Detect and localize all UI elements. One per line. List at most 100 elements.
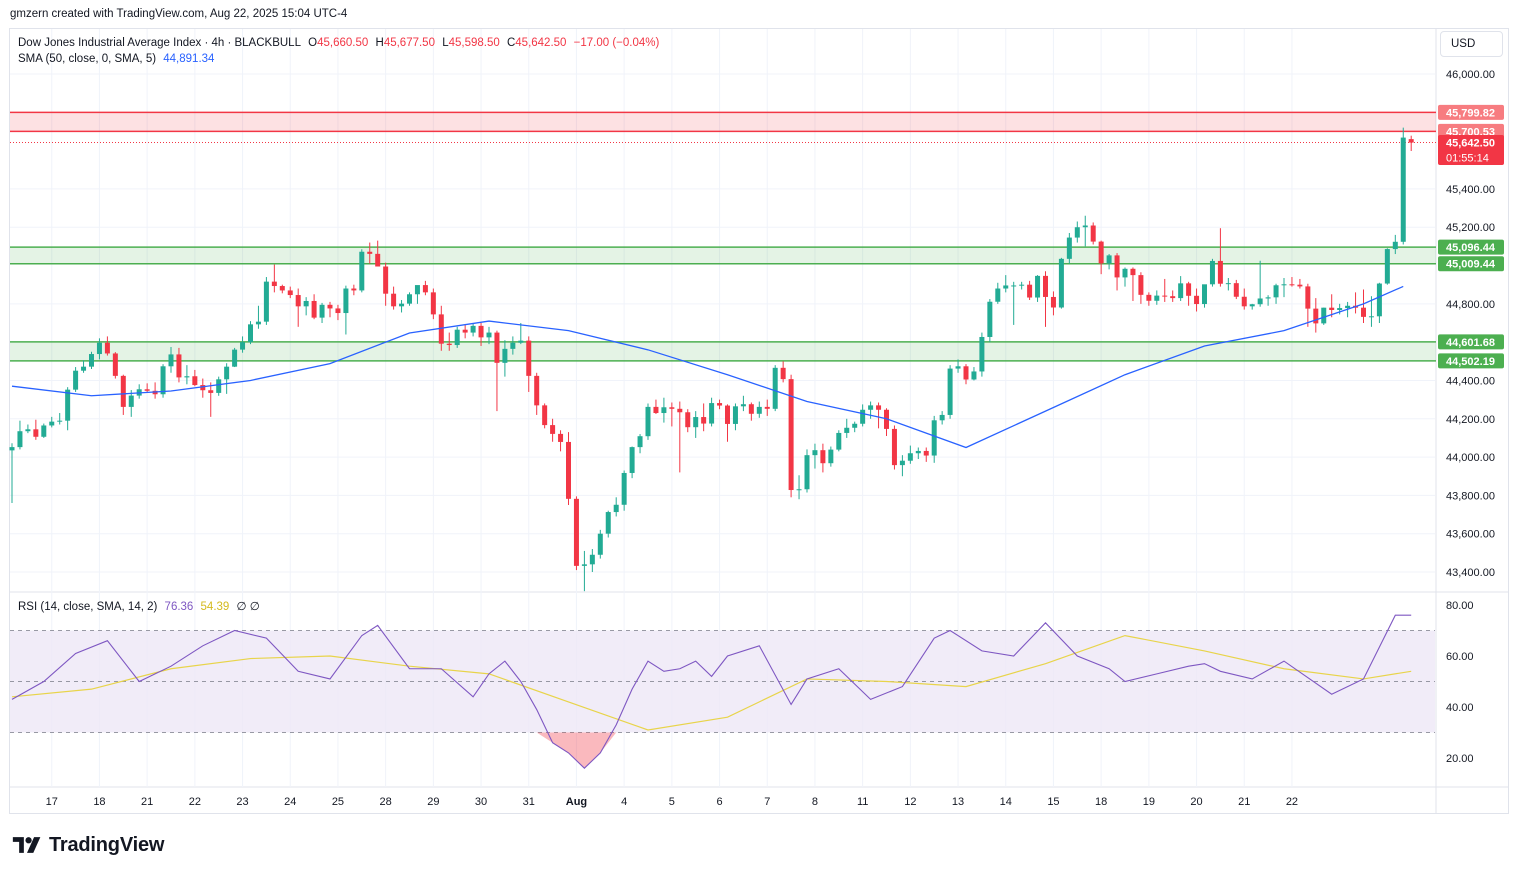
legend-sma-label[interactable]: SMA (50, close, 0, SMA, 5) — [18, 53, 157, 65]
legend-change: −17.00 (−0.04%) — [573, 37, 660, 49]
candle-body — [1130, 268, 1136, 276]
candle — [1249, 303, 1255, 310]
candle-body — [963, 366, 969, 380]
candle-body — [462, 329, 468, 333]
candle-body — [1114, 255, 1120, 278]
price-axis-label-bg — [1438, 334, 1504, 350]
candle-body — [836, 432, 842, 450]
candle-body — [96, 342, 102, 355]
candle — [263, 277, 269, 325]
candle-body — [89, 354, 94, 367]
candle-body — [796, 489, 802, 491]
candle-body — [1066, 237, 1072, 259]
candle — [1186, 281, 1192, 306]
time-tick-label: 18 — [1095, 796, 1107, 808]
time-tick-label: 21 — [1238, 796, 1250, 808]
legend-ohlc-row: Dow Jones Industrial Average Index · 4h … — [18, 35, 659, 51]
candle-body — [1003, 285, 1009, 289]
candle — [939, 411, 945, 425]
candle-body — [820, 450, 826, 464]
candle — [65, 387, 71, 431]
candle — [717, 399, 723, 410]
candle-body — [1361, 307, 1366, 317]
candle — [1098, 240, 1104, 275]
candle — [279, 284, 285, 294]
candle-body — [534, 375, 540, 406]
candle-body — [804, 455, 810, 490]
candle-body — [176, 354, 182, 378]
main-legend: Dow Jones Industrial Average Index · 4h … — [18, 35, 659, 67]
time-tick-label: 4 — [621, 796, 627, 808]
candle-body — [1376, 283, 1382, 317]
rsi-line — [11, 614, 1412, 769]
candle — [891, 425, 897, 470]
candle-body — [581, 564, 587, 566]
candle-body — [120, 375, 126, 407]
candle-body — [279, 286, 285, 291]
candle-body — [931, 420, 937, 456]
candle — [1265, 295, 1271, 306]
rsi-ma-value: 54.39 — [200, 601, 230, 613]
rsi-legend-label[interactable]: RSI (14, close, SMA, 14, 2) — [18, 601, 158, 613]
candle-body — [844, 427, 850, 433]
candle — [772, 365, 778, 412]
candle-body — [526, 340, 532, 376]
candle-body — [49, 421, 55, 426]
candle — [1329, 294, 1335, 318]
candle-body — [287, 290, 293, 296]
candle — [558, 430, 564, 452]
resistance-zone — [10, 112, 1436, 132]
candle — [685, 409, 691, 433]
candle-body — [454, 329, 460, 346]
tradingview-logo-icon — [12, 837, 41, 853]
candle-body — [478, 325, 484, 338]
candle-body — [1400, 137, 1406, 242]
candle — [605, 510, 611, 538]
candle — [430, 288, 436, 320]
time-tick-label: 25 — [332, 796, 344, 808]
candle — [1050, 291, 1056, 316]
candle — [796, 475, 802, 500]
candle-body — [144, 389, 150, 391]
candle-body — [1074, 227, 1080, 238]
candle-body — [192, 376, 198, 386]
candle — [971, 367, 977, 381]
price-axis-label-resistance: 45,799.82 — [1438, 104, 1504, 120]
candle-body — [399, 303, 405, 307]
currency-selector[interactable]: USD — [1440, 31, 1503, 57]
time-tick-label: 20 — [1190, 796, 1202, 808]
rsi-tick-label: 20.00 — [1446, 753, 1474, 765]
candle — [200, 378, 206, 398]
candle — [510, 336, 516, 355]
candle-body — [446, 343, 452, 346]
price-axis-label-bg — [1438, 104, 1504, 120]
candle — [224, 363, 230, 394]
candle-body — [629, 447, 635, 473]
candle-body — [1202, 284, 1207, 305]
candle-body — [407, 294, 412, 304]
price-tick-label: 43,600.00 — [1446, 529, 1495, 541]
candle-body — [375, 253, 381, 267]
time-tick-label: 15 — [1047, 796, 1059, 808]
candle-body — [1337, 308, 1343, 310]
candle-body — [422, 285, 428, 293]
candle — [81, 360, 87, 373]
legend-symbol[interactable]: Dow Jones Industrial Average Index · 4h … — [18, 37, 301, 49]
candle-body — [1090, 225, 1096, 242]
candle — [637, 434, 643, 454]
time-tick-label: 29 — [427, 796, 439, 808]
attribution-header: gmzern created with TradingView.com, Aug… — [10, 8, 348, 20]
candle — [780, 361, 786, 383]
candle — [1217, 228, 1223, 287]
candle — [287, 286, 293, 299]
candle — [73, 367, 79, 392]
candle — [232, 347, 238, 368]
candle — [1273, 283, 1279, 304]
brand-watermark[interactable]: TradingView — [11, 832, 164, 858]
candle-body — [764, 406, 770, 409]
candle — [915, 447, 921, 459]
candle — [216, 376, 222, 396]
candle — [144, 383, 150, 392]
legend-low-label: L — [442, 37, 449, 49]
